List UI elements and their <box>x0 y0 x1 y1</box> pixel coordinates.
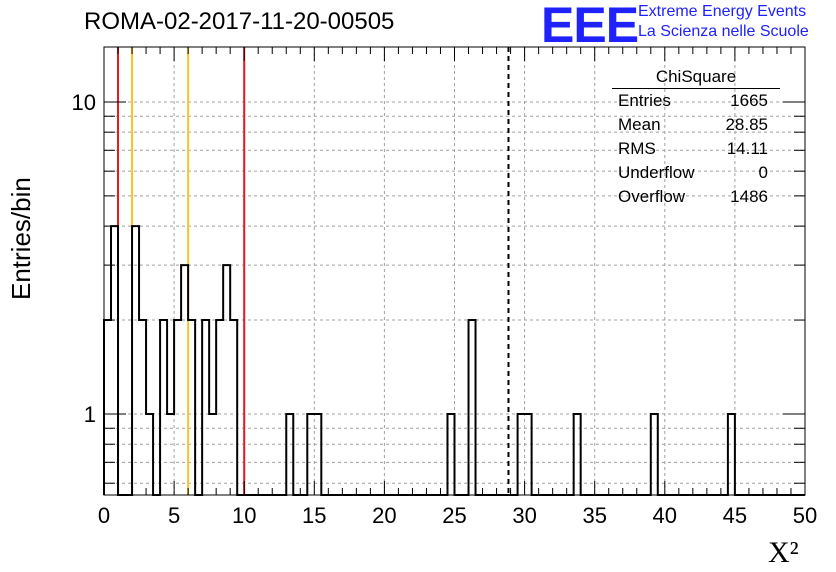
y-tick-label: 10 <box>72 90 96 115</box>
x-tick-label: 15 <box>302 503 326 528</box>
stats-key: RMS <box>618 139 656 158</box>
x-tick-label: 25 <box>442 503 466 528</box>
stats-box: ChiSquare Entries 1665 Mean 28.85 RMS 14… <box>612 66 780 209</box>
x-axis-label: X² <box>768 536 799 569</box>
stats-key: Mean <box>618 115 661 134</box>
stats-row-entries: Entries 1665 <box>612 89 780 113</box>
chart-title: ROMA-02-2017-11-20-00505 <box>84 8 395 35</box>
x-tick-label: 40 <box>653 503 677 528</box>
x-tick-label: 45 <box>723 503 747 528</box>
stats-row-underflow: Underflow 0 <box>612 161 780 185</box>
x-tick-label: 0 <box>98 503 110 528</box>
stats-value: 28.85 <box>725 115 768 134</box>
stats-value: 1665 <box>730 91 768 110</box>
tick-labels: 0 5 10 15 20 25 30 35 40 45 50 1 10 <box>72 90 818 528</box>
logo-caption-line2: La Scienza nelle Scuole <box>638 23 809 40</box>
y-axis-label: Entries/bin <box>6 177 36 300</box>
x-tick-label: 30 <box>512 503 536 528</box>
stats-value: 0 <box>758 163 768 182</box>
logo-caption-line1: Extreme Energy Events <box>638 3 807 20</box>
eee-logo: EEE <box>541 0 639 53</box>
x-tick-label: 35 <box>582 503 606 528</box>
stats-key: Overflow <box>618 187 686 206</box>
stats-key: Entries <box>618 91 671 110</box>
stats-value: 14.11 <box>726 139 768 158</box>
stats-row-rms: RMS 14.11 <box>612 137 780 161</box>
stats-row-mean: Mean 28.85 <box>612 113 780 137</box>
y-tick-label: 1 <box>84 402 96 427</box>
stats-title: ChiSquare <box>612 66 780 89</box>
axis-ticks <box>103 47 806 495</box>
x-tick-label: 5 <box>168 503 180 528</box>
x-tick-label: 10 <box>232 503 256 528</box>
stats-value: 1486 <box>730 187 768 206</box>
stats-row-overflow: Overflow 1486 <box>612 185 780 209</box>
x-tick-label: 20 <box>372 503 396 528</box>
x-tick-label: 50 <box>793 503 817 528</box>
stats-key: Underflow <box>618 163 695 182</box>
